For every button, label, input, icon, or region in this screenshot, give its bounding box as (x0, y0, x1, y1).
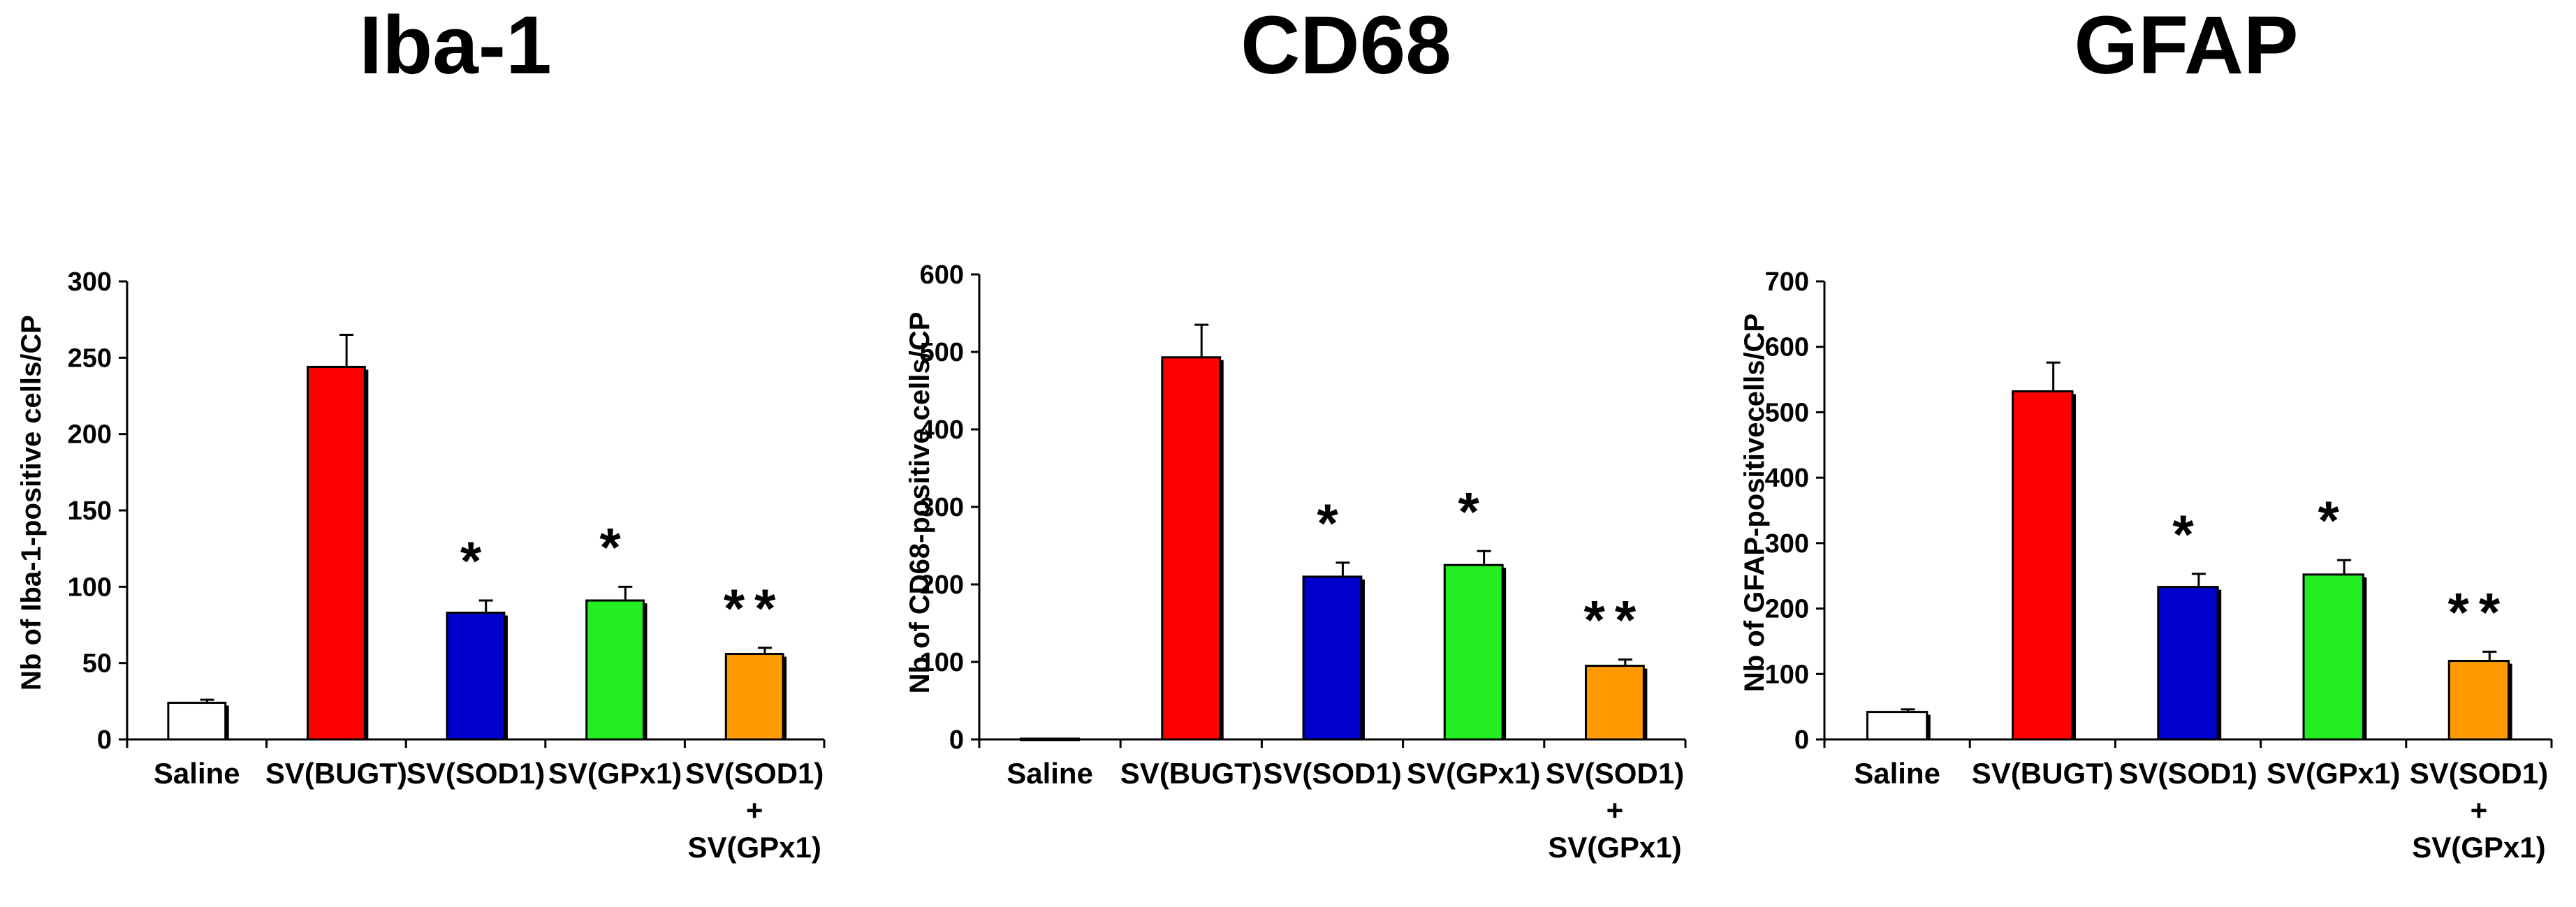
category-label: SV(BUGT) (1972, 757, 2114, 790)
significance-label: ** (1584, 589, 1646, 651)
bar (2012, 390, 2074, 741)
category-label: SV(GPx1) (548, 757, 682, 790)
bar-shadow (1502, 568, 1507, 739)
significance-label: ** (724, 577, 786, 639)
bar-shadow (1644, 668, 1648, 739)
category-label: Saline (154, 757, 240, 790)
bar-shadow (2218, 589, 2222, 739)
y-tick-label: 500 (1765, 398, 1809, 427)
bar-shadow (783, 656, 787, 739)
y-tick-label: 400 (1765, 464, 1809, 493)
panel-gfap: GFAP Nb of GFAP-positivecells/CP Saline S… (1739, 0, 2553, 864)
category-label: SV(SOD1) (1263, 757, 1401, 790)
bar (1443, 563, 1504, 741)
significance-label: * (2318, 489, 2349, 551)
category-label: SV(GPx1) (2267, 757, 2400, 790)
bar (2302, 573, 2364, 741)
bar-shadow (1220, 360, 1224, 739)
category-label: SV(GPx1) (2412, 831, 2545, 864)
bar (724, 653, 784, 741)
y-tick-label: 250 (68, 344, 112, 373)
category-label: Saline (1854, 757, 1940, 790)
bar-shadow (2363, 577, 2367, 739)
y-tick-label: 500 (920, 338, 964, 367)
y-tick-label: 150 (68, 496, 112, 526)
significance-label: * (599, 516, 630, 577)
bar (2447, 660, 2510, 741)
y-tick-label: 50 (82, 649, 112, 679)
bar (306, 365, 366, 741)
y-axis-label: Nb of CD68-positive cells/CP (905, 312, 935, 694)
y-tick-label: 200 (68, 420, 112, 450)
bar (1302, 575, 1363, 741)
y-tick-label: 200 (920, 570, 964, 600)
y-tick-label: 300 (68, 267, 112, 297)
category-label: SV(SOD1) (2118, 757, 2257, 790)
y-tick-label: 400 (920, 415, 964, 445)
category-label: Saline (1007, 757, 1093, 790)
y-tick-label: 600 (1765, 333, 1809, 362)
bar-shadow (365, 369, 369, 739)
bar (1866, 711, 1929, 741)
panel-title: Iba-1 (359, 0, 551, 91)
bar-shadow (504, 615, 508, 739)
y-tick-label: 0 (97, 725, 112, 755)
category-label: SV(BUGT) (265, 757, 407, 790)
significance-label: ** (2448, 581, 2510, 642)
category-label: + (1607, 794, 1624, 827)
y-tick-label: 0 (949, 725, 964, 755)
bar-shadow (1361, 579, 1365, 739)
significance-label: * (2172, 503, 2203, 565)
panel-iba1: Iba-1 Nb of Iba-1-positive cells/CP Sali… (16, 0, 826, 864)
bar (167, 702, 227, 741)
bar-shadow (1926, 714, 1931, 739)
category-label: SV(GPx1) (1407, 757, 1540, 790)
y-tick-label: 200 (1765, 595, 1809, 624)
y-tick-label: 600 (920, 260, 964, 290)
category-label: SV(SOD1) (407, 757, 545, 790)
category-label: + (746, 794, 763, 827)
bar (446, 612, 506, 741)
y-tick-label: 0 (1794, 725, 1809, 755)
panel-cd68: CD68 Nb of CD68-positive cells/CP Saline… (905, 0, 1687, 864)
y-tick-label: 300 (920, 493, 964, 522)
y-axis-label: Nb of Iba-1-positive cells/CP (16, 315, 47, 691)
y-tick-label: 700 (1765, 267, 1809, 297)
y-tick-label: 100 (1765, 660, 1809, 689)
category-label: SV(SOD1) (2410, 757, 2548, 790)
bar (1161, 356, 1222, 741)
bar-shadow (225, 705, 229, 739)
bar (1584, 665, 1645, 741)
significance-label: * (1458, 480, 1489, 542)
significance-label: * (460, 530, 491, 591)
bar-shadow (2508, 663, 2512, 739)
y-axis-label: Nb of GFAP-positivecells/CP (1739, 314, 1770, 692)
y-tick-label: 100 (68, 573, 112, 602)
category-label: SV(GPx1) (1548, 831, 1681, 864)
category-label: SV(SOD1) (685, 757, 824, 790)
panel-title: GFAP (2074, 0, 2298, 91)
category-label: SV(GPx1) (687, 831, 821, 864)
y-tick-label: 100 (920, 648, 964, 677)
bar (585, 599, 645, 741)
category-label: SV(SOD1) (1546, 757, 1684, 790)
category-label: + (2471, 794, 2488, 827)
panel-title: CD68 (1241, 0, 1451, 91)
bar (2157, 586, 2219, 741)
y-tick-label: 300 (1765, 529, 1809, 559)
significance-label: * (1317, 492, 1347, 554)
bar-shadow (643, 603, 647, 739)
category-label: SV(BUGT) (1120, 757, 1262, 790)
bar-shadow (2072, 394, 2076, 739)
